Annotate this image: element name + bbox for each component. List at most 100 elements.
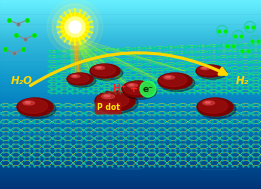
Text: e⁻: e⁻ xyxy=(143,84,153,94)
Bar xyxy=(0,43,261,44)
Bar xyxy=(0,21,261,22)
Bar xyxy=(0,147,261,148)
Bar xyxy=(0,138,261,139)
Bar xyxy=(0,70,261,71)
Bar xyxy=(0,90,261,91)
Bar xyxy=(0,178,261,179)
Bar xyxy=(0,145,261,146)
Bar xyxy=(0,84,261,85)
Bar xyxy=(0,180,261,181)
Bar xyxy=(0,23,261,24)
Bar xyxy=(0,120,261,121)
Polygon shape xyxy=(70,40,80,79)
Ellipse shape xyxy=(123,83,157,99)
Bar xyxy=(0,14,261,15)
Bar xyxy=(0,48,261,49)
Bar xyxy=(0,41,261,42)
Bar xyxy=(0,171,261,172)
Bar xyxy=(0,31,261,32)
Bar xyxy=(0,139,261,140)
Ellipse shape xyxy=(71,75,80,78)
Bar xyxy=(0,25,261,26)
Ellipse shape xyxy=(197,66,220,75)
Polygon shape xyxy=(71,40,83,84)
Bar xyxy=(0,62,261,63)
Bar xyxy=(0,105,261,106)
Bar xyxy=(0,66,261,67)
Bar xyxy=(0,49,261,50)
Bar xyxy=(0,143,261,144)
Ellipse shape xyxy=(68,75,96,87)
Bar xyxy=(0,111,261,112)
Bar xyxy=(0,183,261,184)
Bar xyxy=(0,126,261,127)
Bar xyxy=(0,112,261,113)
Bar xyxy=(0,116,261,117)
Bar xyxy=(0,65,261,66)
Bar xyxy=(0,121,261,122)
Bar xyxy=(0,157,261,158)
Bar xyxy=(0,79,261,80)
Bar xyxy=(0,182,261,183)
Bar xyxy=(0,72,261,73)
Polygon shape xyxy=(70,40,112,81)
Bar xyxy=(0,38,261,39)
Circle shape xyxy=(47,0,103,55)
Bar xyxy=(0,3,261,4)
Ellipse shape xyxy=(91,66,123,80)
Bar xyxy=(0,103,261,104)
Ellipse shape xyxy=(18,100,56,119)
Text: H₂: H₂ xyxy=(235,76,248,86)
Bar xyxy=(0,117,261,118)
Ellipse shape xyxy=(97,92,129,108)
Bar xyxy=(0,186,261,187)
Bar xyxy=(0,58,261,59)
Bar xyxy=(0,77,261,78)
Bar xyxy=(0,155,261,156)
Bar xyxy=(0,102,261,103)
Bar xyxy=(0,130,261,131)
Bar xyxy=(0,175,261,176)
Bar xyxy=(0,6,261,7)
Bar xyxy=(0,78,261,79)
Ellipse shape xyxy=(25,102,31,103)
Bar xyxy=(0,185,261,186)
Bar xyxy=(0,151,261,152)
Bar xyxy=(0,163,261,164)
Bar xyxy=(0,47,261,48)
Bar xyxy=(0,9,261,10)
Bar xyxy=(0,144,261,145)
Bar xyxy=(0,0,261,1)
Text: H₂O: H₂O xyxy=(11,76,33,86)
Ellipse shape xyxy=(199,99,228,113)
Ellipse shape xyxy=(67,73,93,85)
Bar xyxy=(0,170,261,171)
Bar xyxy=(0,85,261,86)
Ellipse shape xyxy=(127,84,138,87)
Bar xyxy=(0,46,261,47)
Ellipse shape xyxy=(104,95,110,97)
Bar xyxy=(0,113,261,114)
Ellipse shape xyxy=(166,76,171,78)
Ellipse shape xyxy=(202,67,206,69)
Bar xyxy=(0,54,261,55)
Circle shape xyxy=(52,4,98,50)
Bar xyxy=(0,1,261,2)
Bar xyxy=(0,73,261,74)
Bar xyxy=(0,26,261,27)
Bar xyxy=(0,129,261,130)
Bar xyxy=(0,94,261,95)
Circle shape xyxy=(65,17,85,37)
Ellipse shape xyxy=(158,73,192,89)
Circle shape xyxy=(69,21,81,33)
Ellipse shape xyxy=(203,101,215,105)
Bar xyxy=(0,22,261,23)
Ellipse shape xyxy=(160,74,187,87)
Ellipse shape xyxy=(124,82,149,95)
Bar xyxy=(0,27,261,28)
Ellipse shape xyxy=(19,99,48,113)
Bar xyxy=(0,106,261,107)
Bar xyxy=(0,133,261,134)
Bar xyxy=(0,142,261,143)
Bar xyxy=(0,141,261,142)
